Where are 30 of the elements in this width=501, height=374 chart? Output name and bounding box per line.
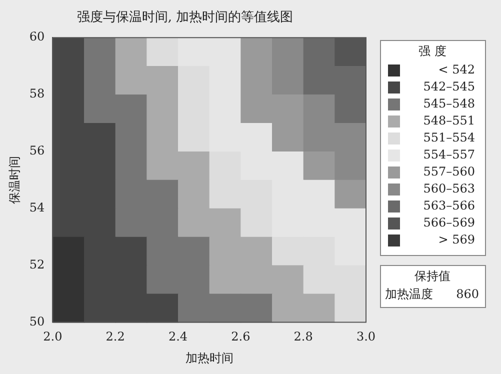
y-tick-label: 58	[29, 86, 45, 101]
x-tick-label: 2.2	[106, 330, 125, 344]
color-bar-label: 557–560	[423, 164, 475, 179]
y-tick-label: 54	[29, 200, 46, 214]
color-bar-label: 560–563	[423, 182, 475, 196]
color-bar-label: > 569	[438, 232, 475, 247]
color-bar-label: 542–545	[423, 80, 475, 94]
x-tick-label: 2.8	[294, 330, 313, 344]
color-bar-label: 554–557	[423, 148, 475, 162]
legend-title: 强 度	[418, 44, 446, 58]
x-tick-label: 2.6	[231, 330, 250, 344]
color-bar-label: 566–569	[423, 216, 475, 230]
color-bar-label: 563–566	[423, 198, 475, 213]
x-axis-title: 加热时间	[185, 350, 234, 365]
text: 加热温度	[385, 287, 433, 302]
y-tick-label: 50	[29, 314, 45, 328]
x-tick-label: 3.0	[356, 330, 376, 344]
color-bar-label: 545–548	[423, 96, 475, 111]
y-axis-title: 保温时间	[7, 156, 22, 204]
color-bar-label: < 542	[438, 62, 475, 77]
x-tick-label: 2.4	[168, 330, 188, 344]
x-tick-label: 2.0	[43, 330, 62, 344]
y-tick-label: 60	[29, 30, 45, 44]
text: 860	[456, 287, 479, 302]
y-tick-label: 56	[29, 144, 45, 158]
y-tick-label: 52	[29, 257, 45, 272]
chart-title: 强度与保温时间, 加热时间的等值线图	[76, 9, 294, 26]
color-bar-label: 551–554	[423, 130, 476, 145]
color-bar-label: 548–551	[423, 114, 475, 128]
text: 保持值	[414, 269, 450, 284]
